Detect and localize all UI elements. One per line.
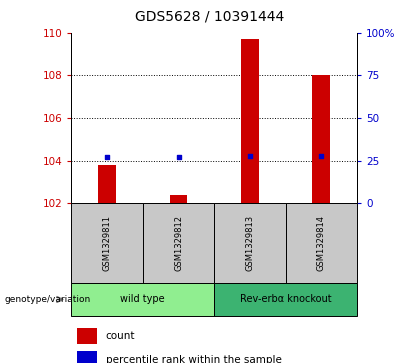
Point [247,154,253,159]
Text: wild type: wild type [121,294,165,305]
Text: percentile rank within the sample: percentile rank within the sample [106,355,281,363]
Bar [71,203,143,283]
Point [318,154,325,159]
Text: GSM1329811: GSM1329811 [102,215,112,271]
Bar [286,203,357,283]
Text: GDS5628 / 10391444: GDS5628 / 10391444 [135,9,285,23]
Text: GSM1329812: GSM1329812 [174,215,183,271]
Text: count: count [106,331,135,341]
Bar [214,283,357,316]
Bar [241,39,259,203]
Bar [170,195,187,203]
Bar [143,203,214,283]
Bar [98,165,116,203]
Bar [71,283,214,316]
Point [104,155,110,160]
Bar [77,351,97,363]
Text: Rev-erbα knockout: Rev-erbα knockout [240,294,331,305]
Bar [312,75,330,203]
Bar [214,203,286,283]
Text: GSM1329813: GSM1329813 [245,215,255,271]
Bar [77,328,97,344]
Text: genotype/variation: genotype/variation [4,295,90,304]
Point [175,155,182,160]
Text: GSM1329814: GSM1329814 [317,215,326,271]
